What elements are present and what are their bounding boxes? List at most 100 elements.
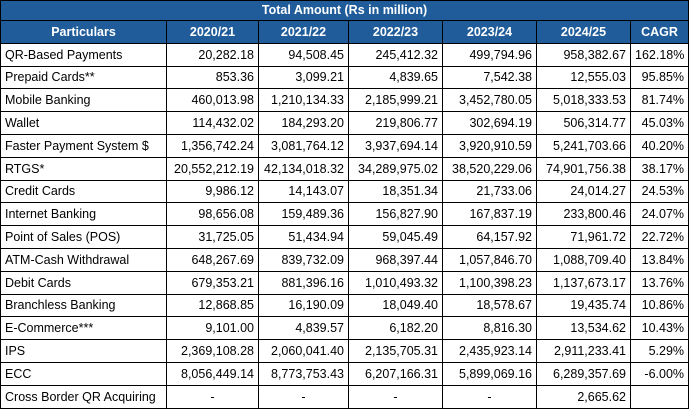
amount-cell: 3,937,694.14 xyxy=(348,133,443,158)
particulars-cell: Wallet xyxy=(0,111,167,135)
amount-cell: 21,733.06 xyxy=(442,179,537,204)
amount-cell: 1,356,742.24 xyxy=(166,133,259,158)
amount-cell: 3,081,764.12 xyxy=(258,133,349,158)
amount-cell: 12,555.03 xyxy=(536,65,631,90)
amount-cell: 1,088,709.40 xyxy=(536,247,631,272)
amount-cell: 167,837.19 xyxy=(442,202,537,227)
amount-cell: - xyxy=(258,384,349,409)
table-row: Credit Cards 9,986.12 14,143.07 18,351.34 21… xyxy=(0,179,689,204)
amount-cell: - xyxy=(348,384,443,409)
table-row: Branchless Banking 12,868.85 16,190.09 18,0… xyxy=(0,293,689,318)
amount-cell: 648,267.69 xyxy=(166,247,259,272)
table-row: Prepaid Cards** 853.36 3,099.21 4,839.65 7,5… xyxy=(0,65,689,90)
amount-cell: 233,800.46 xyxy=(536,202,631,227)
table-row: QR-Based Payments 20,282.18 94,508.45 245,4… xyxy=(0,42,689,67)
amount-cell: 9,101.00 xyxy=(166,316,259,341)
amount-cell: 6,289,357.69 xyxy=(536,361,631,386)
amount-cell: 8,773,753.43 xyxy=(258,361,349,386)
amount-cell: - xyxy=(442,384,537,409)
amount-cell: 4,839.57 xyxy=(258,316,349,341)
table-row: Cross Border QR Acquiring - - - -2,665.62 xyxy=(0,384,689,409)
table-row: IPS 2,369,108.28 2,060,041.40 2,135,705.31 2… xyxy=(0,339,689,363)
amount-cell: 16,190.09 xyxy=(258,293,349,318)
amount-cell: 2,369,108.28 xyxy=(166,339,259,363)
amount-cell: 3,099.21 xyxy=(258,65,349,90)
amount-cell: 71,961.72 xyxy=(536,225,631,249)
amount-cell: 499,794.96 xyxy=(442,42,537,67)
amount-cell: 1,057,846.70 xyxy=(442,247,537,272)
amount-cell: 51,434.94 xyxy=(258,225,349,249)
amount-cell: - xyxy=(166,384,259,409)
amount-cell: 853.36 xyxy=(166,65,259,90)
cagr-cell: 24.53% xyxy=(629,179,689,204)
column-header: Particulars xyxy=(0,20,167,44)
table-row: Wallet 114,432.02 184,293.20 219,806.77 302,… xyxy=(0,111,689,135)
amount-cell: 18,049.40 xyxy=(348,293,443,318)
particulars-cell: Credit Cards xyxy=(0,179,167,204)
amount-cell: 24,014.27 xyxy=(536,179,631,204)
amount-cell: 19,435.74 xyxy=(536,293,631,318)
amount-cell: 839,732.09 xyxy=(258,247,349,272)
table-header-row: Particulars 2020/21 2021/22 2022/23 2023/24 2… xyxy=(0,20,689,44)
amount-cell: 3,452,780.05 xyxy=(442,88,537,113)
cagr-cell: 13.76% xyxy=(629,270,689,295)
amount-cell: 2,435,923.14 xyxy=(442,339,537,363)
particulars-cell: E-Commerce*** xyxy=(0,316,167,341)
amount-cell: 94,508.45 xyxy=(258,42,349,67)
amount-cell: 506,314.77 xyxy=(536,111,631,135)
table-row: Debit Cards 679,353.21 881,396.16 1,010,493… xyxy=(0,270,689,295)
amount-cell: 679,353.21 xyxy=(166,270,259,295)
particulars-cell: Faster Payment System $ xyxy=(0,133,167,158)
particulars-cell: Cross Border QR Acquiring xyxy=(0,384,167,409)
amount-cell: 42,134,018.32 xyxy=(258,156,349,181)
amount-cell: 881,396.16 xyxy=(258,270,349,295)
amount-cell: 2,665.62 xyxy=(536,384,631,409)
particulars-cell: QR-Based Payments xyxy=(0,42,167,67)
amount-cell: 14,143.07 xyxy=(258,179,349,204)
amount-cell: 2,135,705.31 xyxy=(348,339,443,363)
amount-cell: 64,157.92 xyxy=(442,225,537,249)
cagr-cell: 10.43% xyxy=(629,316,689,341)
particulars-cell: ATM-Cash Withdrawal xyxy=(0,247,167,272)
amount-cell: 3,920,910.59 xyxy=(442,133,537,158)
amount-cell: 1,210,134.33 xyxy=(258,88,349,113)
table-row: Internet Banking 98,656.08 159,489.36 156,8… xyxy=(0,202,689,227)
table-row: Point of Sales (POS) 31,725.05 51,434.94 59… xyxy=(0,225,689,249)
amount-cell: 958,382.67 xyxy=(536,42,631,67)
amount-cell: 59,045.49 xyxy=(348,225,443,249)
table-row: RTGS* 20,552,212.19 42,134,018.32 34,289,97… xyxy=(0,156,689,181)
particulars-cell: Internet Banking xyxy=(0,202,167,227)
amount-cell: 38,520,229.06 xyxy=(442,156,537,181)
amount-cell: 2,911,233.41 xyxy=(536,339,631,363)
amount-cell: 302,694.19 xyxy=(442,111,537,135)
particulars-cell: IPS xyxy=(0,339,167,363)
cagr-cell: 5.29% xyxy=(629,339,689,363)
amount-cell: 34,289,975.02 xyxy=(348,156,443,181)
amount-cell: 1,137,673.17 xyxy=(536,270,631,295)
amount-cell: 18,351.34 xyxy=(348,179,443,204)
cagr-cell: 95.85% xyxy=(629,65,689,90)
cagr-cell: 162.18% xyxy=(629,42,689,67)
cagr-cell: -6.00% xyxy=(629,361,689,386)
table-banner-row: Total Amount (Rs in million) xyxy=(0,0,689,21)
cagr-cell: 13.84% xyxy=(629,247,689,272)
cagr-cell: 81.74% xyxy=(629,88,689,113)
column-header: 2024/25 xyxy=(536,20,631,44)
column-header: 2022/23 xyxy=(348,20,443,44)
amount-cell: 7,542.38 xyxy=(442,65,537,90)
amount-cell: 9,986.12 xyxy=(166,179,259,204)
column-header: 2021/22 xyxy=(258,20,349,44)
amount-cell: 159,489.36 xyxy=(258,202,349,227)
amount-cell: 5,899,069.16 xyxy=(442,361,537,386)
amount-cell: 6,182.20 xyxy=(348,316,443,341)
particulars-cell: Debit Cards xyxy=(0,270,167,295)
amount-cell: 1,010,493.32 xyxy=(348,270,443,295)
amount-cell: 20,552,212.19 xyxy=(166,156,259,181)
amount-cell: 31,725.05 xyxy=(166,225,259,249)
cagr-cell: 38.17% xyxy=(629,156,689,181)
cagr-cell: 24.07% xyxy=(629,202,689,227)
table-row: ECC 8,056,449.14 8,773,753.43 6,207,166.31 5… xyxy=(0,361,689,386)
amount-cell: 5,018,333.53 xyxy=(536,88,631,113)
amount-cell: 245,412.32 xyxy=(348,42,443,67)
particulars-cell: Prepaid Cards** xyxy=(0,65,167,90)
